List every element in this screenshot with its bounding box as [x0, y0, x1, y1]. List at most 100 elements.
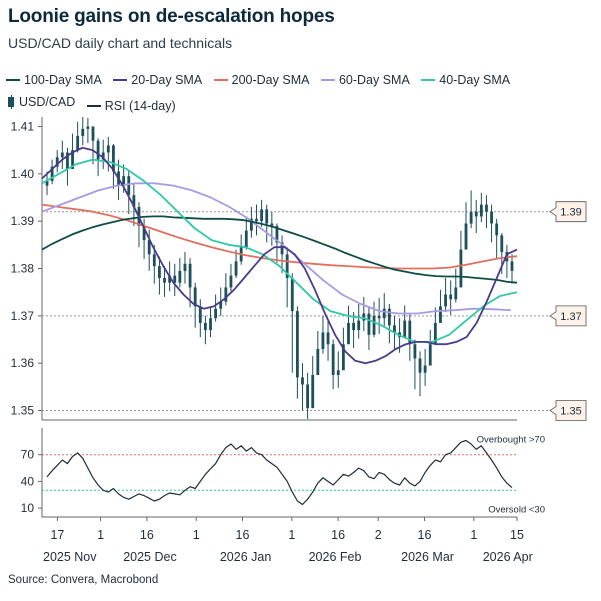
candle — [433, 307, 437, 345]
candle-body — [60, 152, 64, 158]
candle — [290, 273, 294, 373]
candle — [229, 263, 233, 292]
candle — [444, 277, 447, 313]
candle — [265, 204, 269, 243]
candle-body — [285, 254, 289, 278]
price-callouts: 1.39 1.37 1.35 — [549, 201, 587, 421]
rsi-y-tick-label: 70 — [21, 448, 35, 462]
candle-body — [331, 344, 335, 376]
candle-body — [428, 344, 432, 366]
legend-item-sma100: 100-Day SMA — [6, 69, 102, 91]
legend-swatch-sma60 — [320, 79, 335, 81]
rsi-axis: 10 40 70 — [21, 428, 517, 518]
candle-body — [76, 135, 80, 151]
legend-swatch-sma100 — [6, 79, 20, 81]
candle — [459, 230, 463, 288]
oversold-label: Oversold <30 — [488, 504, 545, 515]
candle-body — [219, 301, 223, 309]
candle — [367, 307, 371, 350]
source-note: Source: Convera, Macrobond — [8, 574, 159, 586]
x-month-label: 2026 Jan — [220, 550, 271, 564]
candle — [377, 297, 381, 334]
candle — [449, 280, 453, 315]
candle-body — [295, 311, 299, 378]
candle-body — [198, 306, 202, 323]
x-tick-label: 1 — [470, 528, 477, 542]
sma-line-sma60 — [41, 182, 511, 315]
price-y-tick-label: 1.37 — [11, 309, 35, 323]
candle — [403, 305, 407, 339]
candle-body — [112, 145, 115, 172]
candle-body — [382, 308, 386, 319]
candle-body — [469, 211, 473, 224]
sma-line-sma20 — [41, 146, 518, 365]
candle-body — [147, 240, 151, 255]
price-y-tick-label: 1.35 — [11, 404, 35, 418]
candle — [255, 204, 258, 236]
candle — [234, 249, 238, 278]
candle — [209, 306, 212, 338]
candle — [147, 229, 151, 271]
candle-body — [485, 204, 488, 212]
x-tick-label: 1 — [193, 528, 200, 542]
candle-body — [132, 195, 136, 207]
candle-body — [393, 325, 396, 333]
candle — [280, 235, 284, 274]
candle-body — [122, 176, 126, 186]
candle-body — [387, 308, 391, 326]
x-month-label: 2025 Nov — [43, 550, 97, 564]
candle-body — [280, 242, 284, 255]
legend-label-usdcad: USD/CAD — [19, 95, 76, 109]
candle — [158, 256, 161, 295]
candle — [347, 305, 350, 345]
x-tick-label: 1 — [288, 528, 295, 542]
candle-body — [362, 313, 366, 321]
candle — [101, 139, 105, 170]
rsi-line — [46, 439, 513, 506]
price-callout-box — [549, 400, 587, 421]
x-tick-label: 16 — [418, 528, 432, 542]
candle — [336, 351, 340, 388]
legend-label-sma60: 60-Day SMA — [338, 73, 410, 87]
price-y-tick-label: 1.40 — [11, 167, 35, 181]
candle-body — [510, 261, 514, 271]
candle — [479, 192, 483, 223]
x-month-label: 2026 Apr — [483, 550, 533, 564]
candle — [316, 330, 320, 376]
candle-body — [449, 294, 453, 300]
candle-body — [341, 344, 345, 371]
price-y-tick-label: 1.39 — [11, 214, 35, 228]
candle-body — [55, 157, 59, 167]
x-tick-label: 16 — [236, 528, 250, 542]
candle — [326, 320, 330, 361]
candle-body — [301, 377, 304, 385]
x-tick-label: 1 — [97, 528, 104, 542]
candle-body — [408, 320, 412, 345]
candle-body — [326, 332, 330, 345]
candle — [260, 199, 264, 227]
candle — [469, 190, 473, 229]
candle-body — [66, 152, 69, 170]
legend-item-sma20: 20-Day SMA — [113, 69, 202, 91]
candle-body — [474, 211, 478, 217]
candle-body — [444, 294, 447, 307]
candle-body — [316, 348, 320, 376]
x-month-label: 2026 Feb — [309, 550, 362, 564]
overbought-label: Overbought >70 — [477, 435, 545, 446]
candle-body — [163, 277, 166, 283]
candle — [387, 304, 391, 344]
candle-body — [459, 249, 463, 288]
candle-body — [479, 204, 483, 217]
candle — [188, 258, 192, 308]
price-y-tick-label: 1.36 — [11, 356, 35, 370]
candle — [173, 263, 177, 296]
price-y-tick-label: 1.41 — [11, 119, 35, 133]
x-tick-label: 17 — [50, 528, 64, 542]
candle-body — [255, 218, 258, 222]
rsi-y-tick-label: 40 — [21, 474, 35, 488]
x-tick-label: 16 — [331, 528, 345, 542]
rsi-series — [46, 439, 513, 506]
candle — [454, 268, 458, 303]
candle-body — [81, 128, 85, 136]
price-callout-box — [549, 201, 587, 223]
